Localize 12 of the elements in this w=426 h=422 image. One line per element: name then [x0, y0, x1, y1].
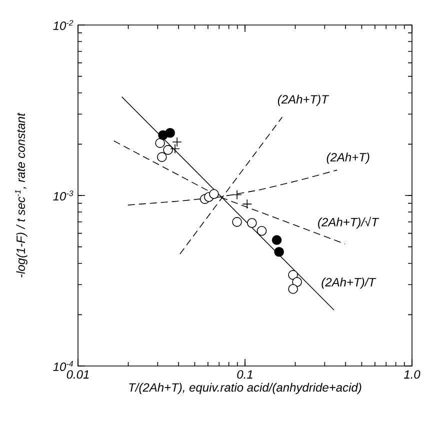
series-label: (2Ah+T)T [278, 94, 330, 106]
y-tick-label: 10$^{-3}$ [53, 190, 74, 201]
x-tick-label: 1.0 [404, 370, 420, 379]
series-label: (2Ah+T)/√T [318, 216, 380, 229]
y-tick-label: 10$^{-2}$ [53, 20, 74, 30]
series-label: (2Ah+T) [326, 152, 370, 164]
x-tick-label: 0.1 [237, 370, 252, 379]
series-label: (2Ah+T)/T [322, 278, 376, 289]
y-axis-title: -log(1-F) / t sec$^{-1}$, rate constant [15, 112, 28, 278]
y-tick-label: 10$^{-4}$ [53, 361, 73, 371]
x-tick-label: 0.01 [66, 370, 89, 379]
x-axis-title: T/(2Ah+T), equiv.ratio acid/(anhydride+acid) [129, 382, 362, 394]
